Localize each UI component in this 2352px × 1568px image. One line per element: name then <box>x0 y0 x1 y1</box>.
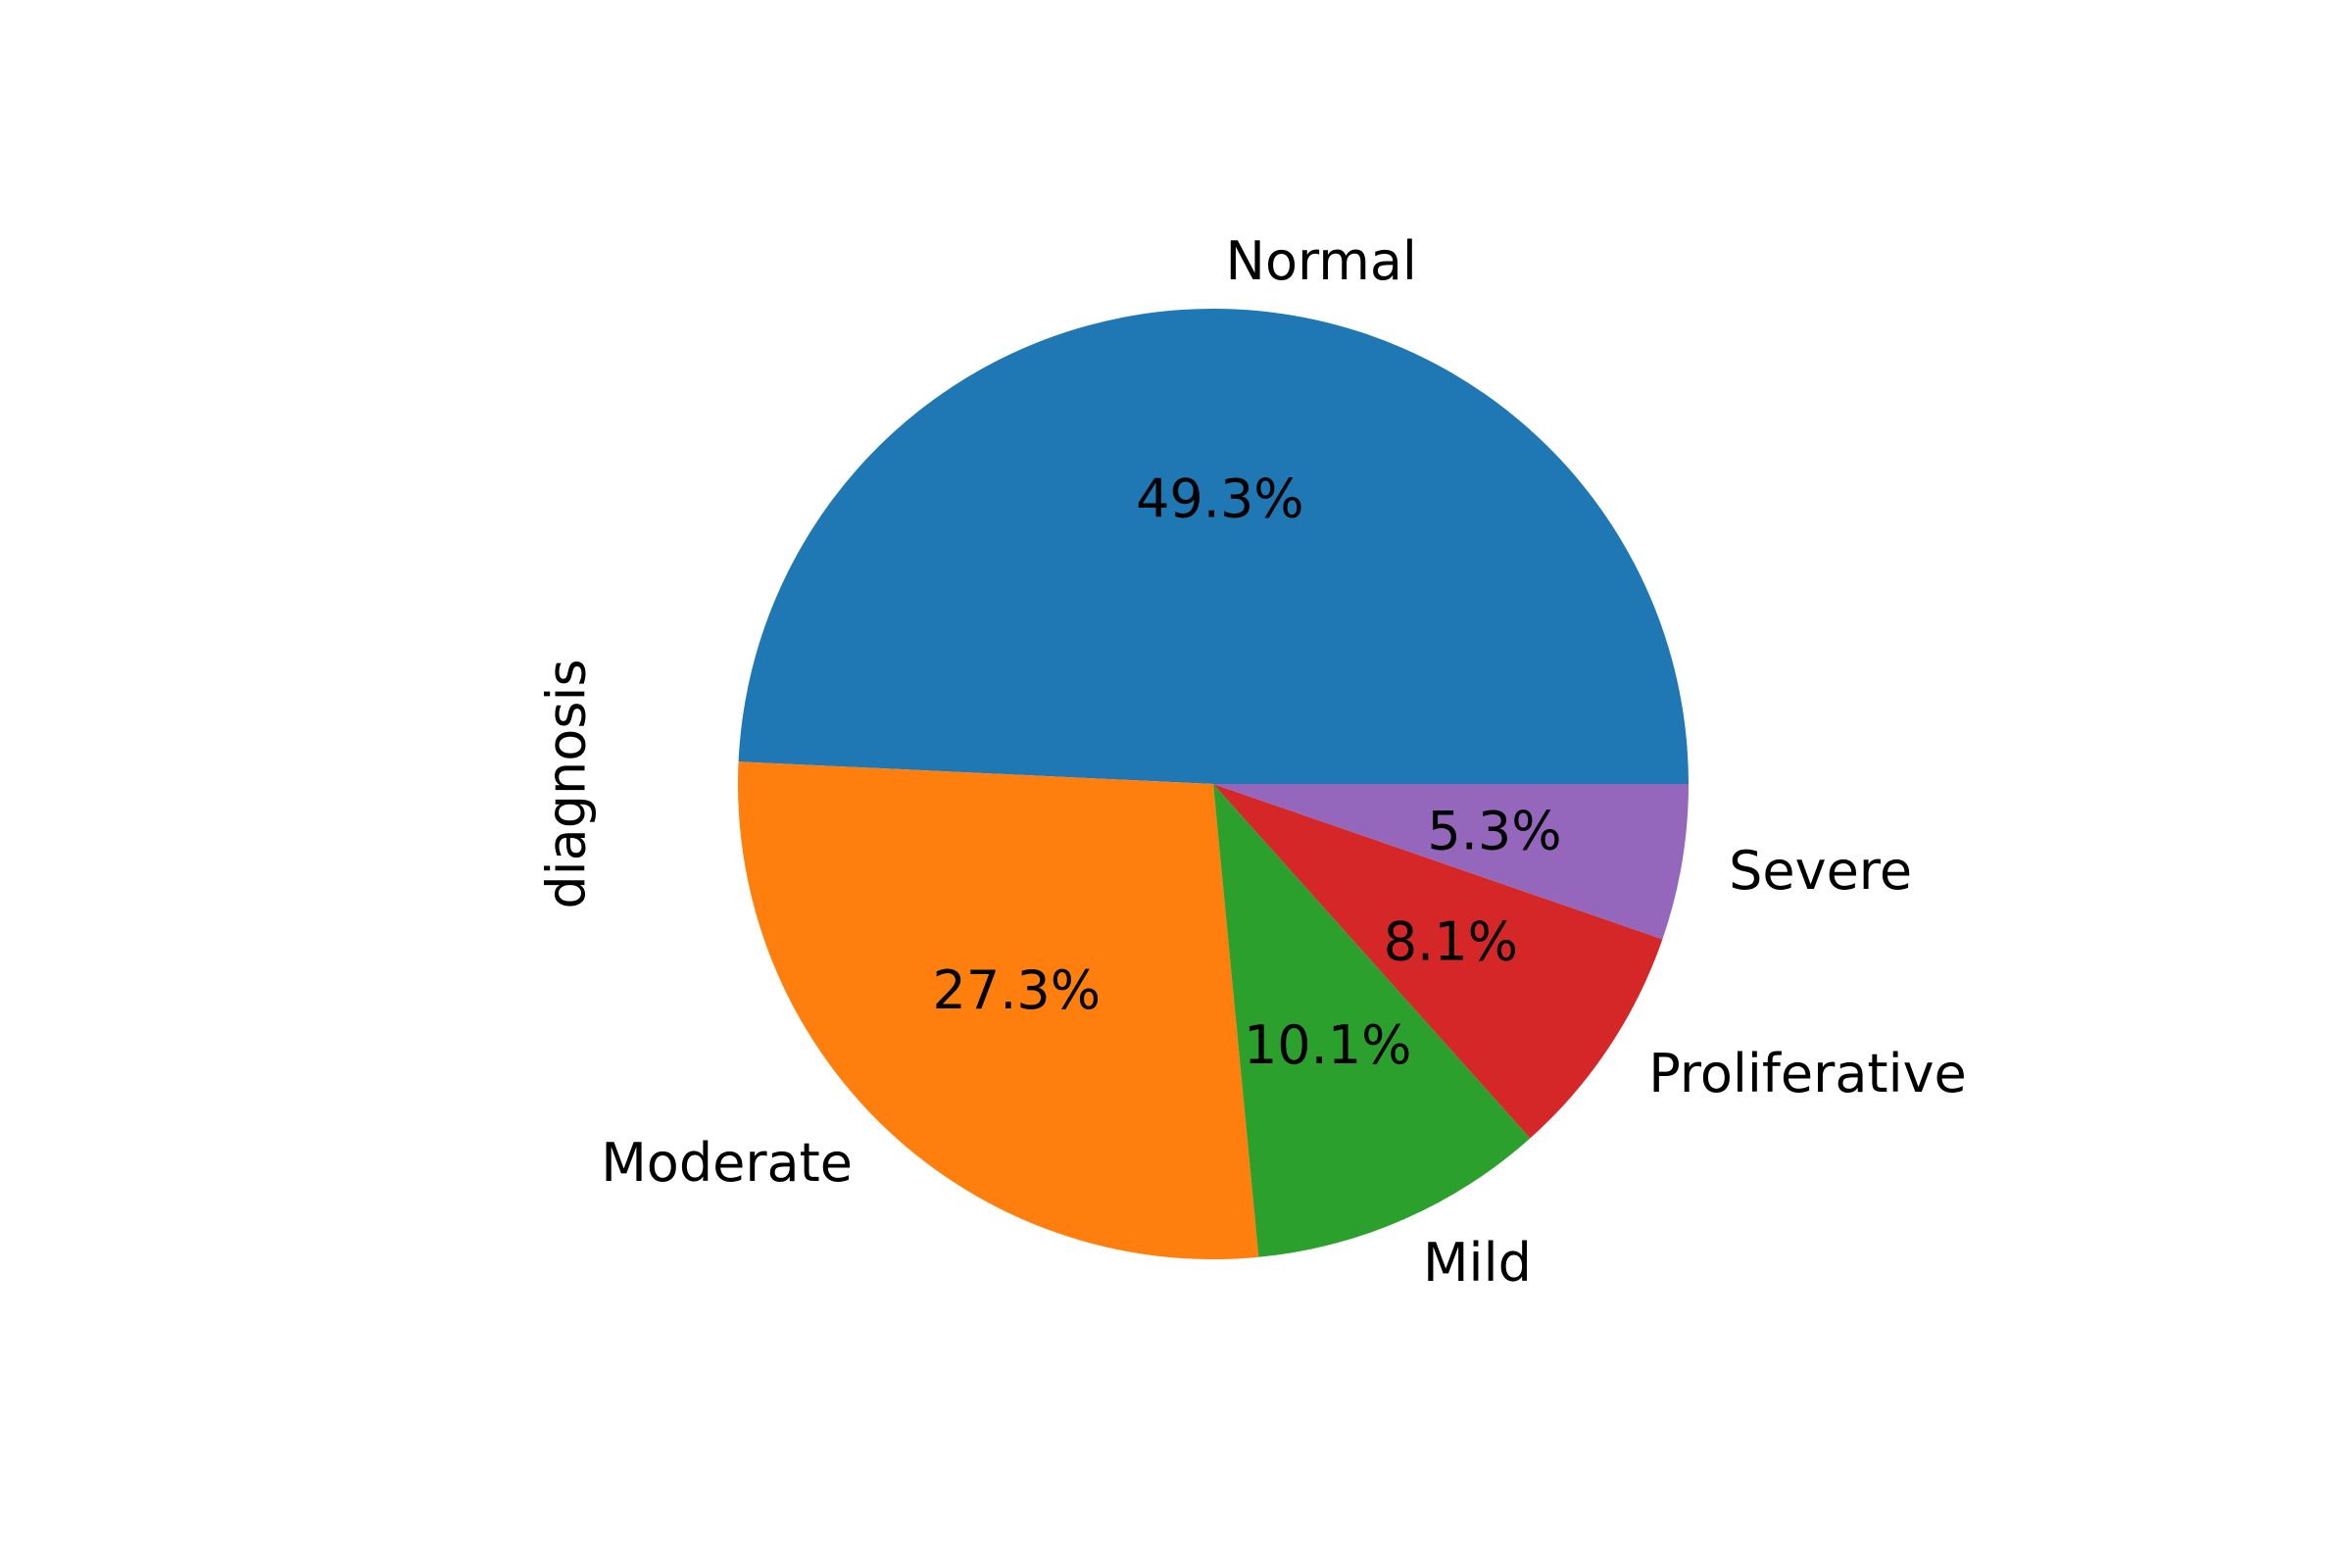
category-label-proliferative: Proliferative <box>1648 1043 1967 1104</box>
pie-slice-proliferative <box>1213 784 1663 1139</box>
percent-label-normal: 49.3% <box>1136 468 1304 530</box>
percent-label-mild: 10.1% <box>1244 1014 1412 1076</box>
category-label-severe: Severe <box>1729 840 1912 902</box>
percent-label-proliferative: 8.1% <box>1384 911 1518 973</box>
y-axis-label: diagnosis <box>536 659 598 908</box>
pie-slice-mild <box>1213 784 1531 1257</box>
percent-labels: 49.3% 27.3% 10.1% 8.1% 5.3% <box>933 468 1562 1076</box>
category-label-normal: Normal <box>1226 230 1417 292</box>
pie-slice-moderate <box>738 761 1259 1259</box>
pie-slice-severe <box>1213 784 1689 940</box>
pie-slice-normal <box>738 308 1689 784</box>
category-label-moderate: Moderate <box>601 1132 853 1194</box>
percent-label-moderate: 27.3% <box>933 959 1102 1021</box>
category-label-mild: Mild <box>1423 1232 1532 1294</box>
pie-slices <box>738 308 1689 1259</box>
percent-label-severe: 5.3% <box>1427 801 1561 862</box>
category-labels: Normal Moderate Mild Proliferative Severe <box>601 230 1967 1294</box>
